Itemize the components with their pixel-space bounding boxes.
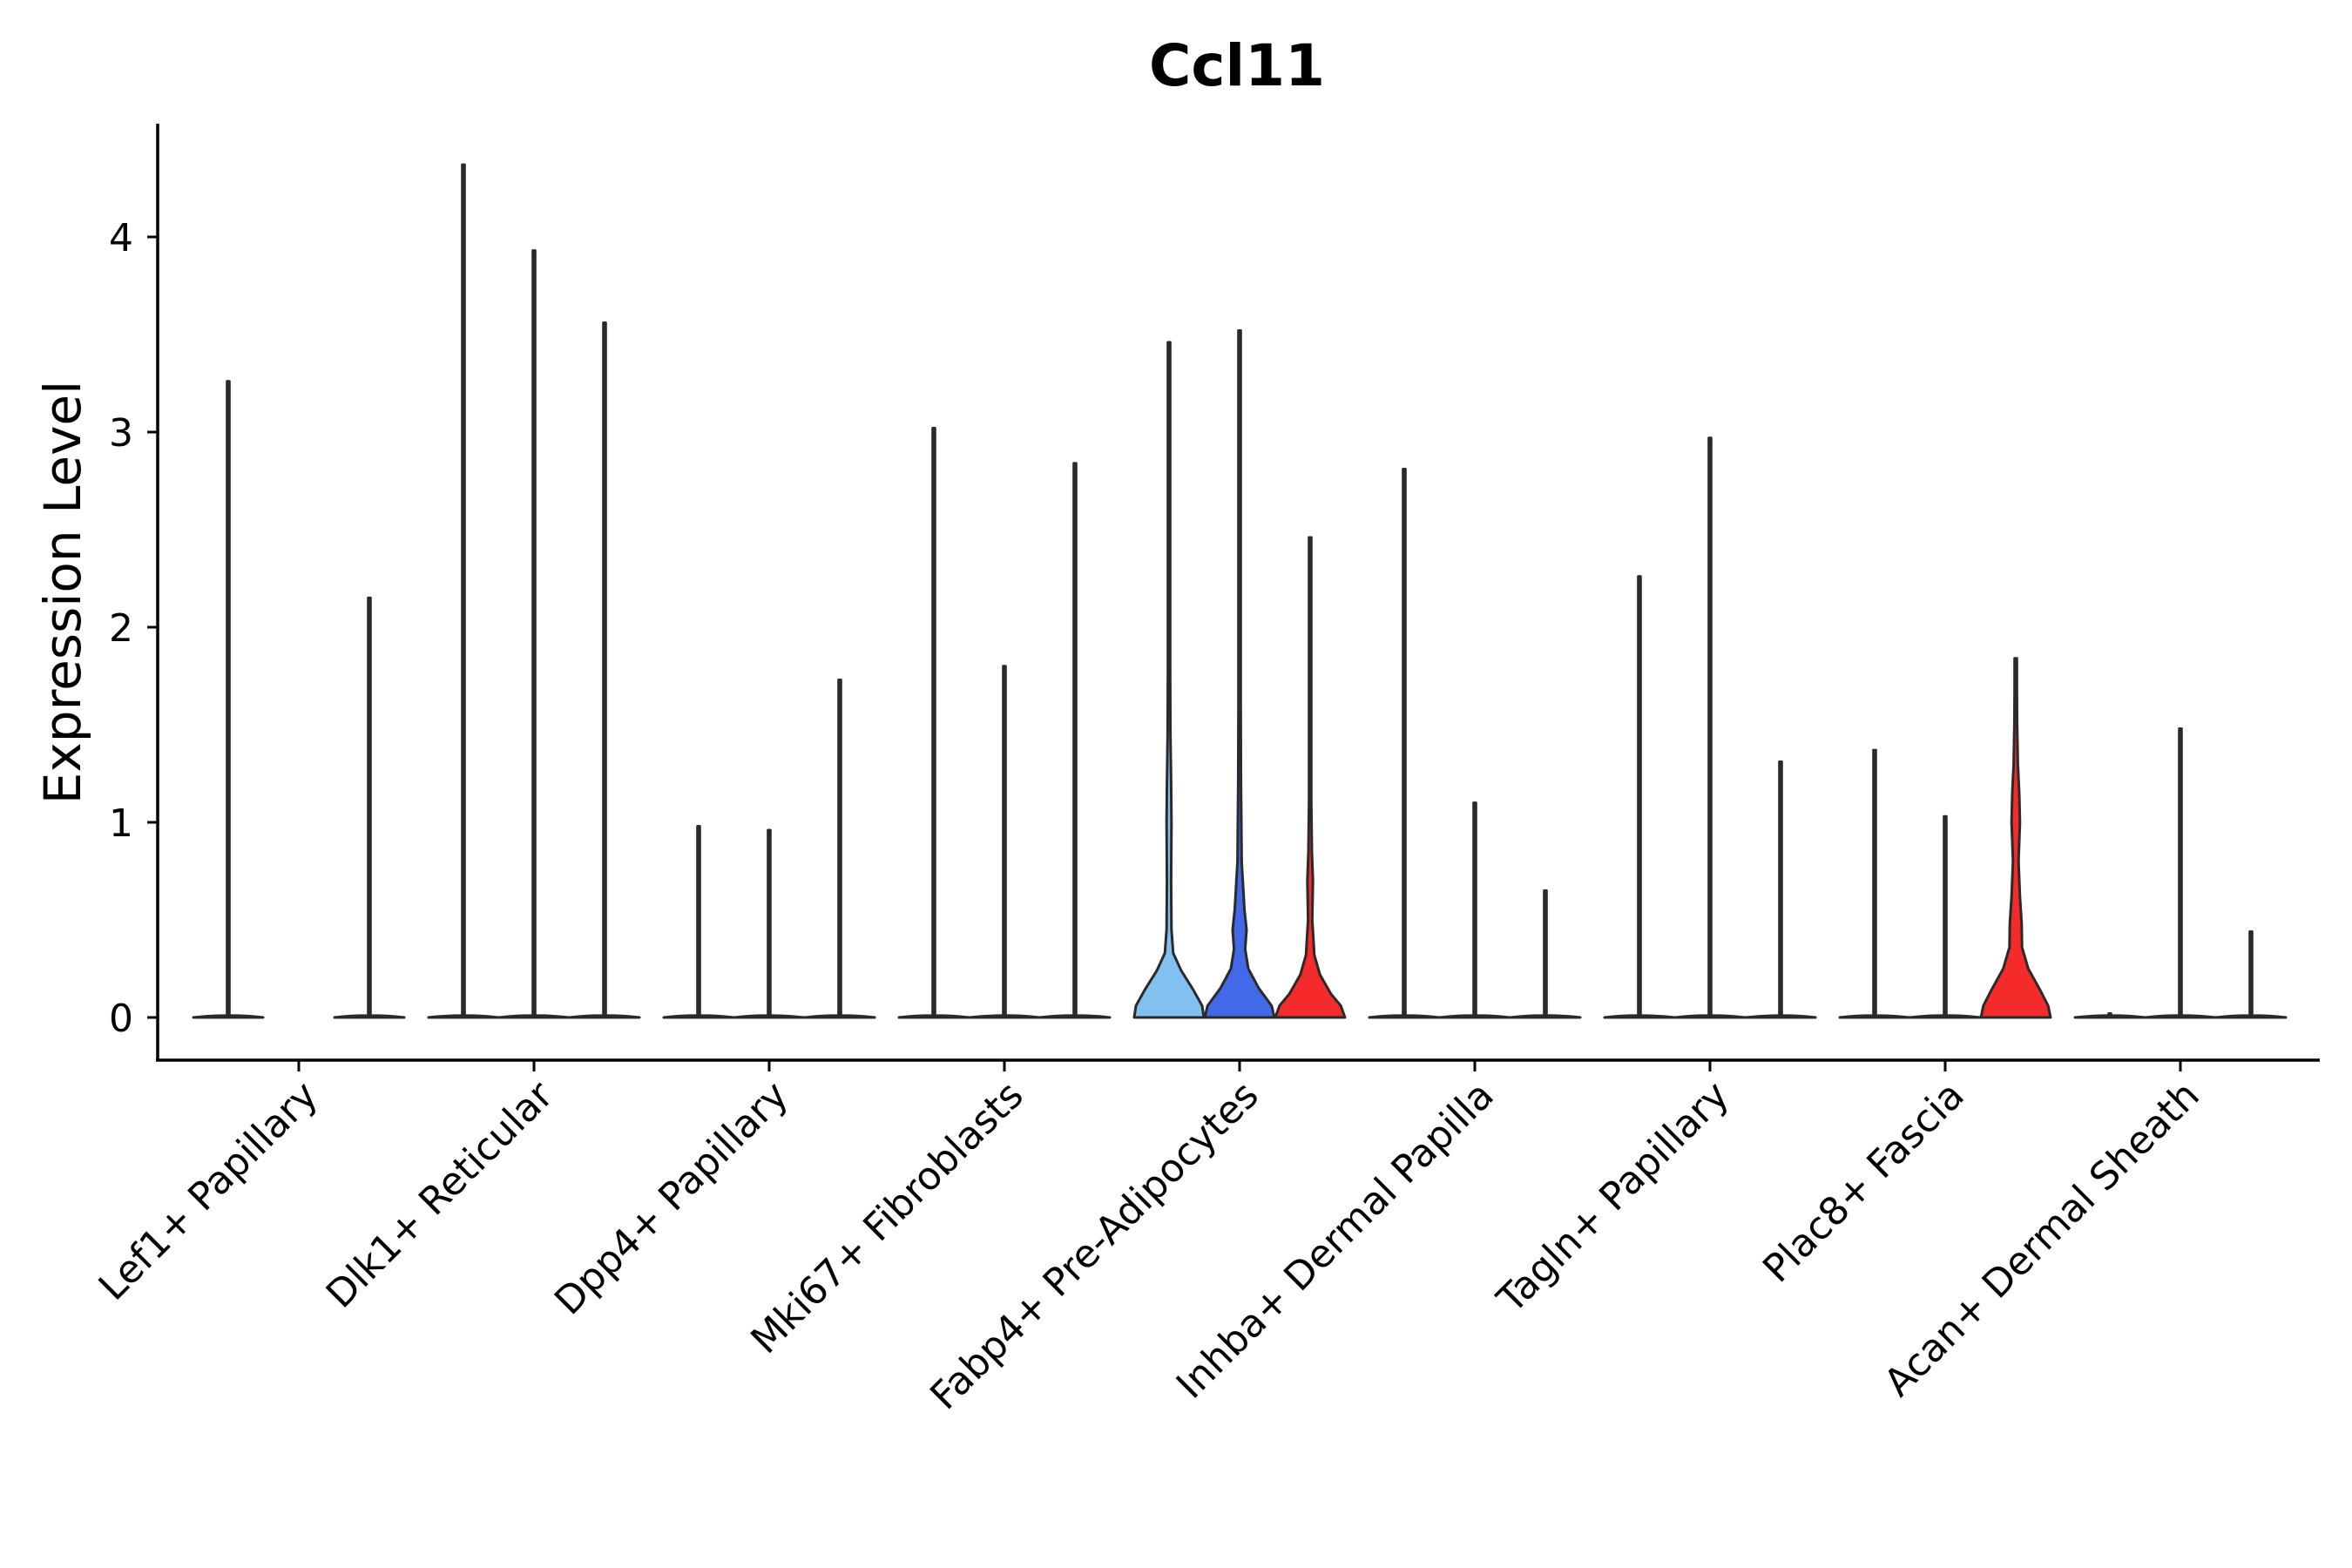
violin-4-2 [968,665,1041,1019]
violin-7-1 [1603,575,1676,1019]
violin-3-1 [662,824,735,1019]
violin-7-3 [1744,760,1817,1019]
violin-2-1 [427,163,500,1019]
violin-6-3 [1509,889,1582,1019]
violin-9-3 [2214,929,2288,1019]
violin-4-1 [897,427,970,1019]
x-category-label: Dlk1+ Reticular [318,1072,563,1317]
violin-2-3 [568,321,641,1019]
violins-layer [192,163,2288,1019]
violin-1-3 [333,596,406,1019]
violin-7-2 [1673,436,1747,1019]
x-category-label: Lef1+ Papillary [91,1073,327,1309]
violin-5-3 [1274,536,1347,1019]
x-category-label: Dpp4+ Papillary [546,1073,797,1324]
violin-3-2 [733,828,806,1019]
y-tick-label: 2 [109,606,133,651]
violin-2-2 [497,249,571,1019]
y-tick-label: 0 [109,997,133,1041]
axes-layer [156,124,2320,1062]
violin-9-2 [2144,727,2217,1019]
x-category-label: Tagln+ Papillary [1489,1073,1738,1322]
y-tick-label: 1 [109,801,133,846]
violin-6-2 [1438,801,1511,1019]
violin-6-1 [1368,468,1441,1019]
violin-8-2 [1909,814,1982,1019]
y-tick-label: 3 [109,411,133,456]
y-axis-label: Expression Level [33,381,92,804]
violin-5-1 [1132,341,1206,1019]
violin-3-3 [803,678,876,1019]
violin-8-1 [1838,748,1911,1019]
violin-1-1 [192,380,265,1019]
chart-title: Ccl11 [1149,32,1325,99]
y-ticks-layer: 0 1 2 3 4 [109,216,158,1041]
violin-8-3 [1979,657,2052,1019]
y-tick-label: 4 [109,216,133,260]
violin-5-2 [1203,329,1276,1019]
x-category-label: Plac8+ Fascia [1754,1073,1973,1292]
violin-4-3 [1038,462,1112,1019]
violin-9-1 [2073,1012,2146,1019]
